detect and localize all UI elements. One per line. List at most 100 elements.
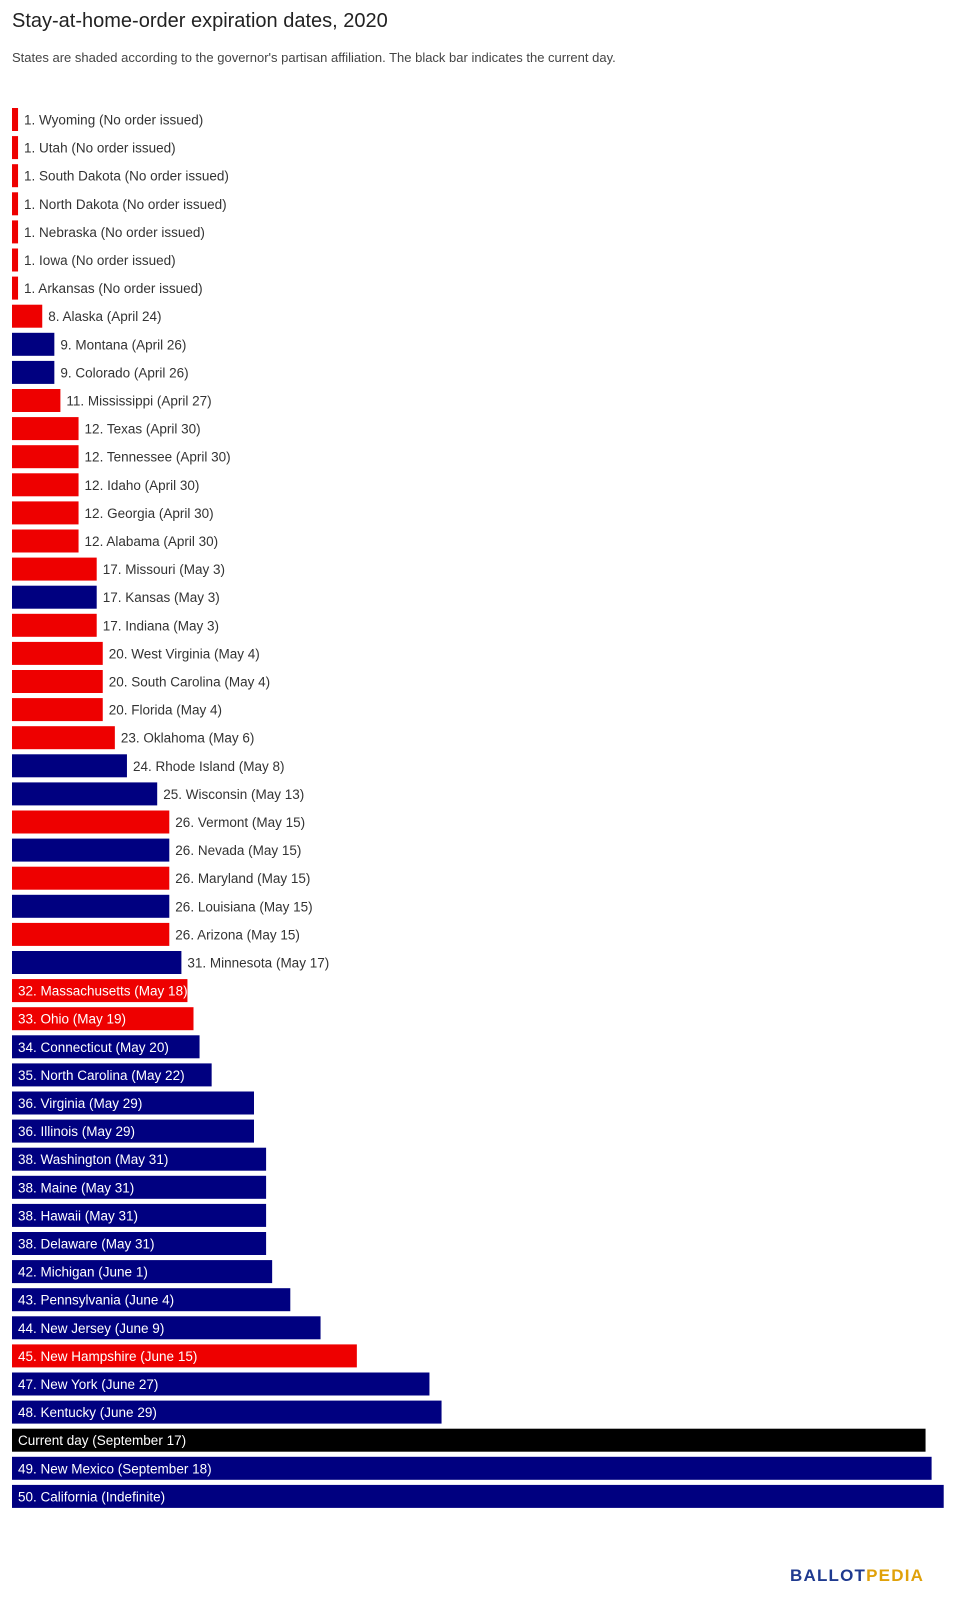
bar-label-46: 48. Kentucky (June 29) [18,1405,157,1420]
bar-48 [12,1456,932,1480]
bar-chart: 1. Wyoming (No order issued) 1. Utah (No … [12,108,944,1508]
bar-label-5: 1. Iowa (No order issued) [24,253,176,268]
bar-label-33: 34. Connecticut (May 20) [18,1040,169,1055]
logo-part-ballot: BALLOT [790,1566,867,1585]
bar-label-2: 1. South Dakota (No order issued) [24,169,229,184]
chart-subtitle: States are shaded according to the gover… [12,50,616,65]
bar-label-42: 43. Pennsylvania (June 4) [18,1293,174,1308]
bar-label-6: 1. Arkansas (No order issued) [24,281,203,296]
bar-label-4: 1. Nebraska (No order issued) [24,225,205,240]
bar-18 [12,613,97,637]
bar-34 [12,1063,212,1087]
logo-part-pedia: PEDIA [866,1566,925,1585]
bar-label-31: 32. Massachusetts (May 18) [18,984,188,999]
bar-label-24: 25. Wisconsin (May 13) [163,787,304,802]
bar-label-39: 38. Hawaii (May 31) [18,1208,138,1223]
bar-label-40: 38. Delaware (May 31) [18,1237,155,1252]
bar-label-38: 38. Maine (May 31) [18,1180,134,1195]
bar-10 [12,389,61,412]
bar-label-14: 12. Georgia (April 30) [85,506,214,521]
bar-28 [12,894,170,918]
bar-16 [12,557,97,581]
bar-15 [12,529,79,553]
bar-label-44: 45. New Hampshire (June 15) [18,1349,197,1364]
bar-7 [12,304,43,328]
bar-11 [12,417,79,441]
bar-14 [12,501,79,525]
chart-title: Stay-at-home-order expiration dates, 202… [12,10,388,32]
bar-44 [12,1344,357,1368]
bar-39 [12,1203,267,1227]
bar-12 [12,445,79,469]
bar-4 [12,220,19,244]
bar-label-30: 31. Minnesota (May 17) [187,956,329,971]
bar-17 [12,585,97,609]
bar-32 [12,1007,194,1031]
bar-label-16: 17. Missouri (May 3) [103,562,225,577]
bar-label-11: 12. Texas (April 30) [85,422,201,437]
bar-label-13: 12. Idaho (April 30) [85,478,200,493]
bar-36 [12,1119,254,1143]
bar-label-15: 12. Alabama (April 30) [85,534,219,549]
bar-label-37: 38. Washington (May 31) [18,1152,168,1167]
bar-3 [12,192,19,216]
bar-label-3: 1. North Dakota (No order issued) [24,197,227,212]
bar-label-20: 20. South Carolina (May 4) [109,675,270,690]
bar-label-9: 9. Colorado (April 26) [60,365,188,380]
bar-label-28: 26. Louisiana (May 15) [175,899,312,914]
bar-41 [12,1260,273,1284]
bar-label-23: 24. Rhode Island (May 8) [133,759,285,774]
bar-label-7: 8. Alaska (April 24) [48,309,161,324]
bar-label-41: 42. Michigan (June 1) [18,1265,148,1280]
bar-label-12: 12. Tennessee (April 30) [85,450,231,465]
bar-label-48: 49. New Mexico (September 18) [18,1461,212,1476]
bar-24 [12,782,158,806]
bar-6 [12,276,19,300]
bar-label-19: 20. West Virginia (May 4) [109,646,260,661]
bar-42 [12,1288,291,1312]
bar-43 [12,1316,321,1340]
ballotpedia-logo: BALLOTPEDIA [790,1566,924,1586]
bar-label-36: 36. Illinois (May 29) [18,1124,135,1139]
bar-22 [12,726,115,750]
bar-label-27: 26. Maryland (May 15) [175,871,310,886]
bar-23 [12,754,127,778]
bar-1 [12,136,19,160]
bar-31 [12,979,188,1003]
bar-9 [12,360,55,384]
bar-40 [12,1232,267,1255]
bar-29 [12,922,170,946]
bar-label-21: 20. Florida (May 4) [109,703,222,718]
bar-8 [12,332,55,356]
bar-13 [12,473,79,497]
bar-35 [12,1091,254,1115]
bar-label-8: 9. Montana (April 26) [60,337,186,352]
bar-label-1: 1. Utah (No order issued) [24,141,176,156]
bar-label-47: Current day (September 17) [18,1433,186,1448]
bar-45 [12,1372,430,1396]
bar-49 [12,1484,944,1508]
bar-label-34: 35. North Carolina (May 22) [18,1068,185,1083]
bar-46 [12,1400,442,1424]
bar-27 [12,866,170,890]
bar-label-29: 26. Arizona (May 15) [175,927,300,942]
bar-0 [12,108,19,131]
bar-25 [12,810,170,834]
bar-label-22: 23. Oklahoma (May 6) [121,731,255,746]
bar-20 [12,670,103,693]
bar-label-18: 17. Indiana (May 3) [103,618,219,633]
bar-30 [12,951,182,974]
bar-label-26: 26. Nevada (May 15) [175,843,301,858]
bar-26 [12,838,170,862]
bar-label-25: 26. Vermont (May 15) [175,815,305,830]
bar-38 [12,1175,267,1199]
bar-37 [12,1147,267,1171]
bar-label-43: 44. New Jersey (June 9) [18,1321,164,1336]
bar-33 [12,1035,200,1059]
bar-2 [12,164,19,188]
bar-label-32: 33. Ohio (May 19) [18,1012,126,1027]
bar-label-10: 11. Mississippi (April 27) [66,394,211,409]
bar-19 [12,641,103,665]
bar-21 [12,698,103,722]
bar-label-0: 1. Wyoming (No order issued) [24,113,203,128]
